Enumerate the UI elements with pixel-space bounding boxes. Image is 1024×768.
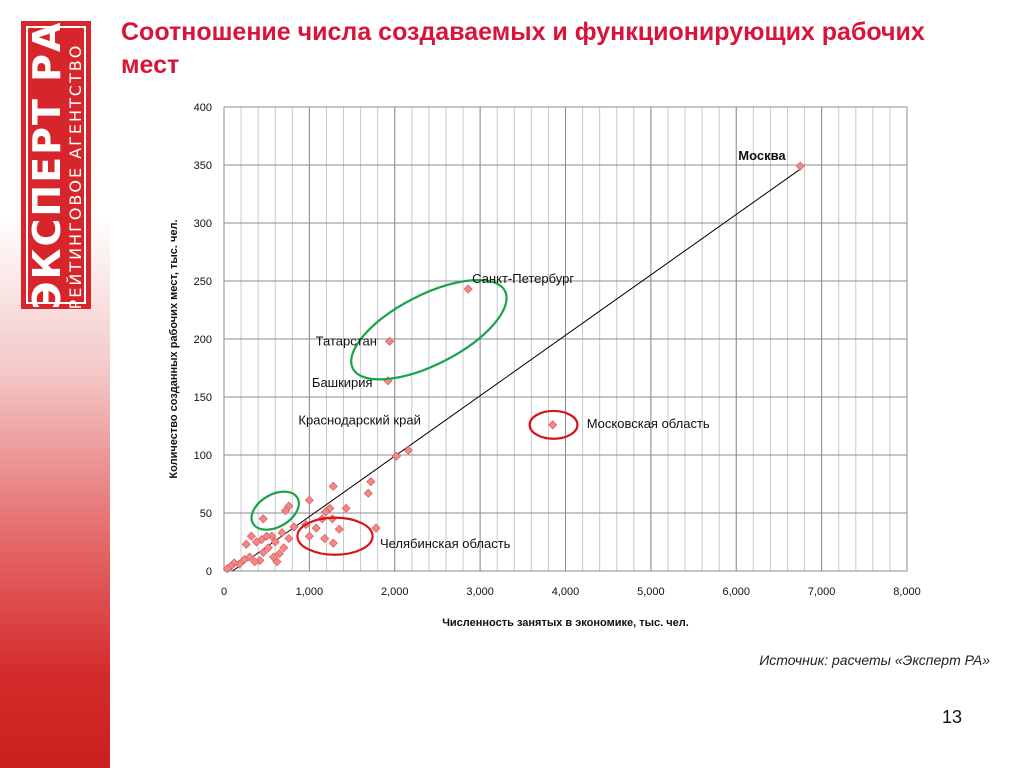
slide-title: Соотношение числа создаваемых и функцион… (121, 18, 925, 79)
data-point (270, 537, 280, 547)
y-tick-label: 350 (194, 160, 212, 172)
data-point (548, 420, 558, 430)
logo-frame: ЭКСПЕРТ РА РЕЙТИНГОВОЕ АГЕНТСТВО (25, 21, 86, 309)
data-point (371, 523, 381, 533)
x-tick-label: 7,000 (808, 586, 836, 598)
data-point (277, 528, 287, 538)
annotation-label: Москва (738, 148, 786, 163)
data-point (366, 477, 376, 487)
highlight-ellipse-red (528, 409, 579, 440)
data-point (258, 547, 268, 558)
source-note: Источник: расчеты «Эксперт РА» (759, 652, 990, 668)
annotation-label: Краснодарский край (298, 412, 420, 427)
y-tick-label: 250 (194, 276, 212, 288)
y-tick-label: 300 (194, 218, 212, 230)
annotation-label: Московская область (587, 416, 710, 431)
annotation-label: Санкт-Петербург (472, 271, 574, 286)
data-point (311, 523, 321, 533)
data-point (385, 336, 395, 346)
data-point (391, 451, 402, 461)
y-tick-label: 50 (200, 508, 212, 520)
data-point (463, 284, 473, 294)
x-tick-label: 6,000 (722, 586, 750, 598)
data-point (263, 543, 273, 553)
y-tick-label: 400 (194, 102, 212, 114)
highlight-ellipse-green (250, 490, 300, 531)
data-point (341, 503, 351, 513)
x-tick-label: 5,000 (637, 586, 665, 598)
data-point (222, 564, 232, 574)
data-point (274, 549, 285, 559)
data-point (304, 531, 314, 541)
data-point (239, 554, 250, 564)
data-point (280, 506, 291, 516)
x-tick-label: 3,000 (466, 586, 494, 598)
y-axis-label: Количество созданных рабочих мест, тыс. … (168, 219, 180, 478)
y-tick-label: 150 (194, 392, 212, 404)
page-number: 13 (941, 707, 962, 727)
y-tick-label: 200 (194, 334, 212, 346)
x-tick-label: 2,000 (381, 586, 409, 598)
data-point (258, 514, 268, 524)
data-point (279, 543, 289, 553)
data-point (246, 531, 256, 541)
y-tick-label: 100 (194, 450, 212, 462)
x-tick-label: 8,000 (893, 586, 921, 598)
annotation-label: Татарстан (316, 333, 377, 348)
data-point (250, 557, 260, 567)
expert-ra-logo: ЭКСПЕРТ РА РЕЙТИНГОВОЕ АГЕНТСТВО (21, 21, 91, 309)
trend-line (232, 166, 804, 572)
data-point (241, 539, 251, 549)
annotation-label: Челябинская область (380, 536, 511, 551)
data-point (304, 495, 314, 505)
highlight-ellipse-green (350, 278, 508, 381)
data-point (251, 537, 262, 547)
data-point (403, 445, 413, 455)
data-point (334, 524, 344, 534)
data-point (328, 481, 338, 491)
data-point (320, 533, 330, 544)
highlight-ellipse-red (296, 516, 374, 556)
data-point (321, 507, 331, 517)
x-tick-label: 4,000 (552, 586, 580, 598)
x-tick-label: 1,000 (296, 586, 324, 598)
data-point (328, 538, 338, 548)
data-point (795, 161, 805, 171)
data-point (289, 522, 299, 532)
annotation-label: Башкирия (312, 375, 373, 390)
data-point (272, 557, 282, 567)
data-point (262, 531, 272, 541)
x-tick-label: 0 (221, 586, 227, 598)
x-axis-label: Численность занятых в экономике, тыс. че… (442, 617, 689, 629)
data-point (284, 533, 294, 544)
y-tick-label: 0 (206, 566, 212, 578)
data-point (363, 488, 373, 498)
